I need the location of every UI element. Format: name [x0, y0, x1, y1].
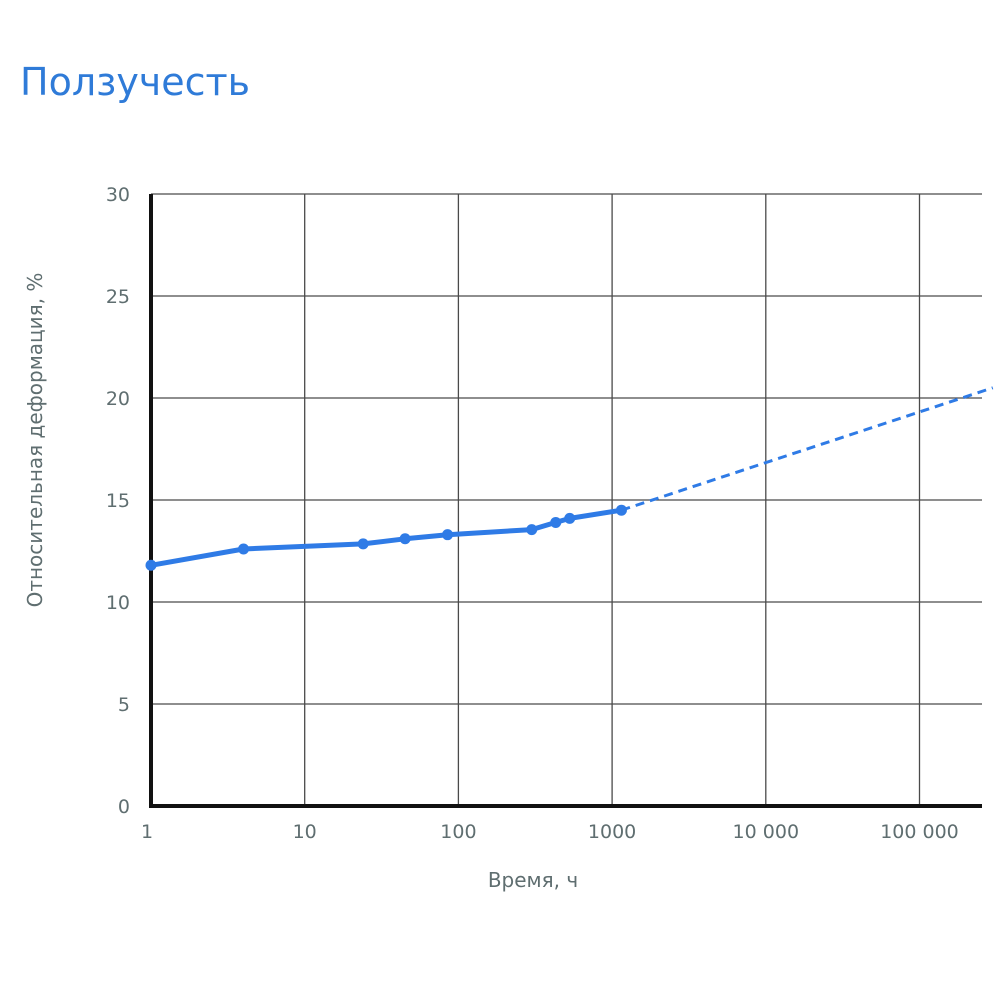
x-axis-label: Время, ч	[488, 868, 578, 892]
y-tick-label: 20	[106, 388, 130, 410]
series-layer	[145, 386, 994, 571]
x-tick-label: 10 000	[733, 821, 799, 843]
x-tick-label: 1	[141, 821, 153, 843]
y-tick-label: 15	[106, 490, 130, 512]
y-tick-label: 30	[106, 184, 130, 206]
data-point	[399, 533, 411, 545]
grid-lines	[151, 193, 982, 806]
y-tick-label: 10	[106, 592, 130, 614]
data-point	[442, 529, 454, 541]
y-tick-label: 5	[118, 694, 130, 716]
y-tick-label: 0	[118, 796, 130, 818]
y-axis-label: Относительная деформация, %	[23, 273, 47, 608]
data-point	[145, 559, 157, 571]
series-line	[148, 507, 624, 568]
axes	[149, 194, 982, 808]
y-tick-label: 25	[106, 286, 130, 308]
chart-title: Ползучесть	[20, 60, 251, 104]
y-tick-labels: 0 5 10 15 20 25 30	[106, 184, 130, 818]
data-point	[238, 543, 250, 555]
series-extrapolation-line	[620, 386, 994, 512]
x-tick-label: 10	[293, 821, 317, 843]
data-point	[564, 512, 576, 524]
x-tick-labels: 1 10 100 1000 10 000 100 000	[141, 821, 959, 843]
data-point	[550, 516, 562, 528]
data-point	[526, 524, 538, 536]
x-tick-label: 100 000	[880, 821, 959, 843]
x-tick-label: 100	[440, 821, 476, 843]
x-tick-label: 1000	[588, 821, 636, 843]
data-point	[357, 538, 369, 550]
